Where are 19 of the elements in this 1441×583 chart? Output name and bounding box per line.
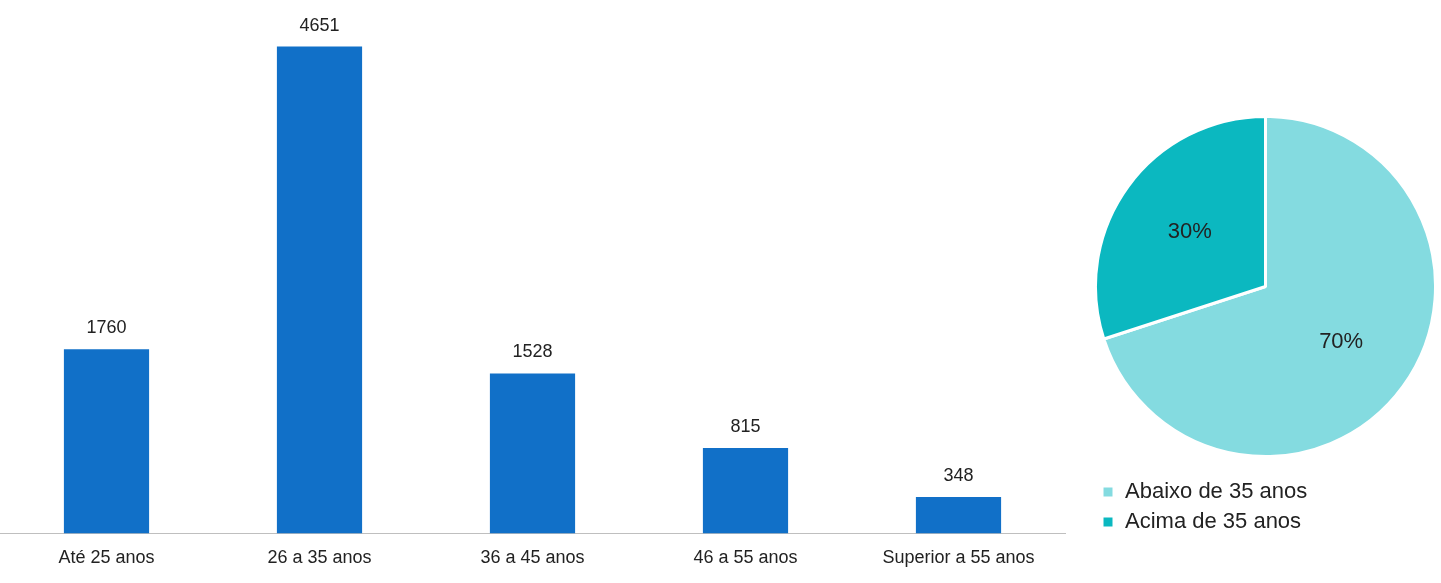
x-tick-label: 26 a 35 anos bbox=[267, 547, 372, 568]
data-label: 815 bbox=[730, 416, 761, 437]
x-tick-label: 36 a 45 anos bbox=[480, 547, 585, 568]
data-label: 1528 bbox=[512, 341, 553, 362]
bar bbox=[63, 349, 150, 534]
bar bbox=[702, 448, 789, 534]
x-tick-label: Até 25 anos bbox=[58, 547, 155, 568]
data-label: 70% bbox=[1319, 327, 1364, 353]
data-label: 30% bbox=[1167, 217, 1212, 243]
bar bbox=[489, 373, 576, 534]
data-label: 348 bbox=[943, 464, 974, 485]
legend-label: Abaixo de 35 anos bbox=[1125, 478, 1308, 504]
legend-label: Acima de 35 anos bbox=[1125, 508, 1302, 534]
data-label: 4651 bbox=[299, 14, 340, 35]
bar bbox=[915, 496, 1002, 534]
x-tick-label: Superior a 55 anos bbox=[882, 547, 1035, 568]
bar bbox=[276, 46, 363, 534]
x-tick-label: 46 a 55 anos bbox=[693, 547, 798, 568]
data-label: 1760 bbox=[86, 317, 127, 338]
